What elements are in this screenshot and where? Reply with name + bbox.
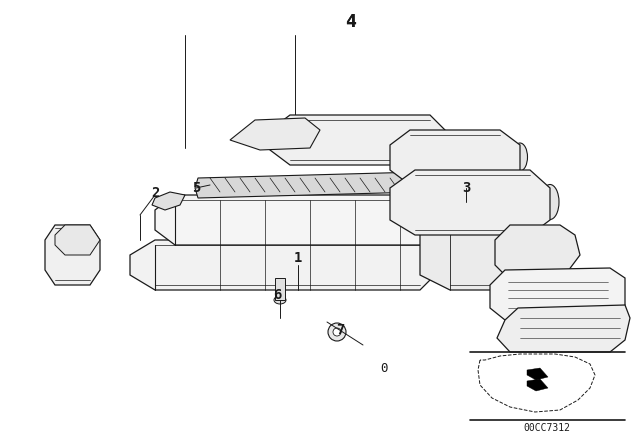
Polygon shape — [152, 192, 185, 210]
Polygon shape — [270, 115, 445, 165]
Ellipse shape — [274, 274, 286, 282]
Circle shape — [470, 198, 479, 207]
Polygon shape — [230, 118, 320, 150]
Text: 3: 3 — [462, 181, 470, 195]
Polygon shape — [55, 225, 100, 255]
Circle shape — [481, 246, 499, 264]
Polygon shape — [490, 268, 625, 320]
Circle shape — [481, 231, 489, 239]
Circle shape — [465, 192, 485, 212]
Text: 5: 5 — [192, 181, 200, 195]
Polygon shape — [497, 305, 630, 352]
Circle shape — [529, 246, 541, 258]
Text: 7: 7 — [336, 323, 344, 337]
Ellipse shape — [274, 296, 286, 304]
Text: 2: 2 — [151, 186, 159, 200]
Ellipse shape — [513, 143, 527, 171]
Polygon shape — [45, 225, 100, 285]
Polygon shape — [420, 180, 515, 290]
Circle shape — [416, 188, 444, 216]
Circle shape — [424, 196, 436, 208]
Text: 4: 4 — [344, 13, 355, 31]
Polygon shape — [195, 172, 425, 198]
Circle shape — [459, 239, 481, 261]
Circle shape — [453, 208, 477, 232]
Circle shape — [475, 225, 495, 245]
Circle shape — [333, 328, 341, 336]
Polygon shape — [155, 195, 450, 245]
Text: 4: 4 — [344, 13, 355, 31]
Polygon shape — [390, 170, 550, 235]
Polygon shape — [527, 368, 548, 380]
Circle shape — [486, 251, 493, 258]
Circle shape — [328, 323, 346, 341]
Circle shape — [466, 246, 474, 254]
Polygon shape — [275, 278, 285, 300]
Polygon shape — [390, 130, 520, 185]
Ellipse shape — [541, 185, 559, 220]
Text: 0: 0 — [380, 362, 388, 375]
Polygon shape — [495, 225, 580, 280]
Polygon shape — [527, 379, 548, 391]
Polygon shape — [130, 240, 435, 290]
Text: 00CC7312: 00CC7312 — [524, 423, 570, 433]
Circle shape — [443, 190, 467, 214]
Circle shape — [250, 124, 270, 144]
Circle shape — [161, 196, 169, 204]
Text: 6: 6 — [273, 288, 281, 302]
Text: 1: 1 — [294, 251, 302, 265]
Circle shape — [460, 215, 470, 225]
Circle shape — [450, 197, 460, 207]
Circle shape — [521, 238, 549, 266]
